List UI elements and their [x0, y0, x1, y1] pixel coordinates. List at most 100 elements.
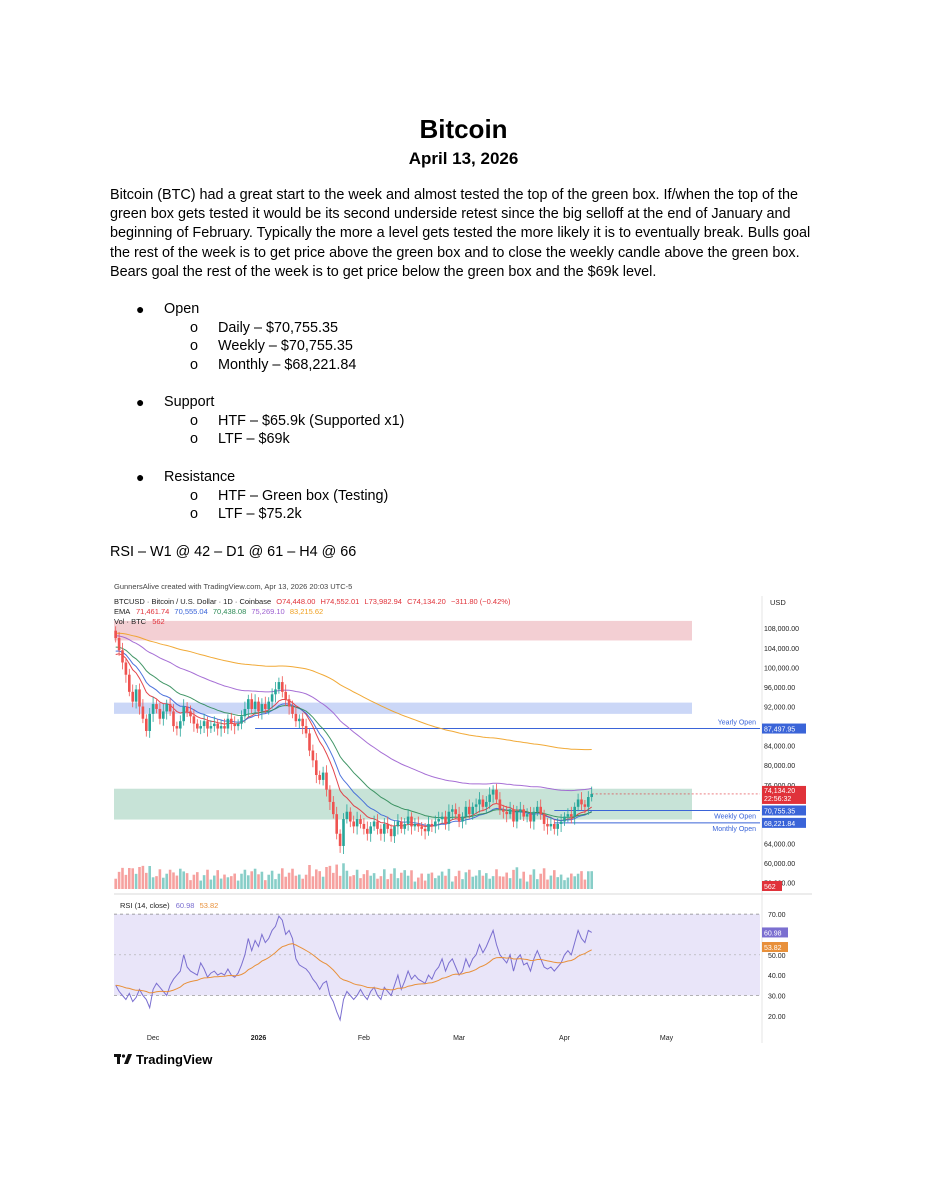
volume-bar: [253, 868, 257, 889]
section-open: ● Open o Daily – $70,755.35 o Weekly – $70,…: [110, 300, 810, 375]
candle-body: [576, 799, 580, 807]
volume-bar: [580, 871, 583, 889]
candle-body: [580, 799, 583, 805]
tradingview-logo: TradingView: [114, 1052, 212, 1067]
rsi-value-tag-text: 60.98: [764, 930, 782, 937]
candle-body: [457, 814, 461, 822]
volume-bar: [383, 869, 386, 889]
candle-body: [294, 713, 298, 722]
open-daily: Daily – $70,755.35: [218, 319, 339, 336]
candle-body: [488, 794, 491, 802]
volume-bar: [247, 875, 250, 889]
rsi-summary: RSI – W1 @ 42 – D1 @ 61 – H4 @ 66: [110, 544, 357, 560]
candle-body: [400, 821, 403, 829]
volume-bar: [376, 878, 379, 889]
section-label: Resistance: [164, 469, 236, 485]
volume-bar: [155, 876, 158, 889]
candle-body: [434, 821, 437, 827]
volume-bar: [315, 869, 318, 889]
volume-bar: [413, 881, 417, 889]
time-axis-label: Mar: [453, 1035, 466, 1042]
candle-body: [145, 718, 148, 731]
volume-bar: [522, 871, 525, 889]
candle-body: [481, 799, 485, 807]
volume-bar: [366, 870, 369, 889]
candle-body: [134, 689, 138, 702]
volume-bar: [318, 871, 321, 889]
volume-bar: [124, 874, 128, 889]
candle-body: [464, 806, 468, 817]
volume-bar: [264, 880, 267, 889]
volume-bar: [128, 868, 131, 889]
volume-bar: [332, 872, 335, 889]
candle-body: [321, 772, 325, 780]
candle-body: [260, 704, 264, 712]
ema-line: [115, 632, 592, 751]
volume-bar: [199, 880, 202, 889]
volume-bar: [488, 878, 491, 889]
volume-bar: [223, 874, 226, 889]
volume-bar: [260, 871, 264, 889]
candle-body: [335, 814, 338, 834]
support-htf: HTF – $65.9k (Supported x1): [218, 412, 405, 429]
volume-bar: [505, 872, 508, 889]
volume-bar: [141, 865, 145, 889]
candle-body: [447, 811, 451, 824]
green-box: [114, 788, 692, 820]
list-item: o Daily – $70,755.35: [110, 319, 810, 338]
volume-bar: [274, 879, 277, 889]
volume-bar: [559, 874, 563, 889]
rsi-tick-label: 30.00: [768, 993, 786, 1000]
candle-body: [172, 711, 175, 727]
candle-body: [498, 799, 502, 810]
rsi-ma-tag: [762, 942, 788, 953]
volume-bar: [379, 876, 383, 889]
candle-body: [485, 801, 488, 807]
volume-bar: [406, 875, 410, 889]
candle-body: [291, 706, 294, 714]
candle-body: [471, 806, 474, 815]
candle-body: [257, 701, 260, 712]
volume-bar: [369, 875, 372, 889]
candle-body: [355, 819, 359, 827]
volume-bar: [515, 867, 519, 889]
tradingview-logo-icon: [114, 1054, 132, 1064]
section-label: Support: [164, 394, 215, 410]
candle-body: [430, 823, 434, 827]
candle-body: [236, 723, 240, 727]
volume-bar: [168, 869, 172, 889]
level-tag: [762, 723, 806, 734]
candle-body: [124, 662, 128, 675]
list-item: o HTF – $65.9k (Supported x1): [110, 412, 810, 431]
candle-body: [199, 726, 202, 729]
time-axis-label: May: [660, 1035, 674, 1042]
blue-zone: [114, 702, 692, 714]
hollow-circle-bullet-icon: o: [190, 487, 199, 504]
candle-body: [495, 789, 498, 800]
candle-body: [386, 823, 389, 829]
candle-body: [406, 816, 410, 824]
volume-bar: [151, 877, 155, 889]
volume-bar: [250, 871, 253, 889]
candle-body: [542, 814, 546, 824]
volume-bar: [114, 878, 117, 889]
volume-tag-text: 562: [764, 884, 776, 891]
candle-body: [209, 726, 213, 729]
rsi-tick-label: 40.00: [768, 973, 786, 980]
volume-bar: [304, 874, 308, 889]
list-item: ● Open: [110, 300, 810, 319]
volume-bar: [471, 876, 474, 889]
candle-body: [512, 809, 515, 822]
candle-body: [128, 674, 131, 692]
price-tick-label: 84,000.00: [764, 744, 795, 751]
price-tick-label: 80,000.00: [764, 763, 795, 770]
candle-body: [502, 809, 505, 812]
volume-bar: [481, 875, 485, 889]
volume-bar: [301, 878, 304, 889]
rsi-ma-tag-text: 53.82: [764, 945, 782, 952]
volume-bar: [236, 880, 240, 889]
volume-bar: [590, 871, 593, 889]
candle-body: [454, 809, 457, 815]
list-item: ● Resistance: [110, 468, 810, 487]
ema-legend: EMA 71,461.74 70,555.04 70,438.08 75,269…: [114, 607, 323, 616]
